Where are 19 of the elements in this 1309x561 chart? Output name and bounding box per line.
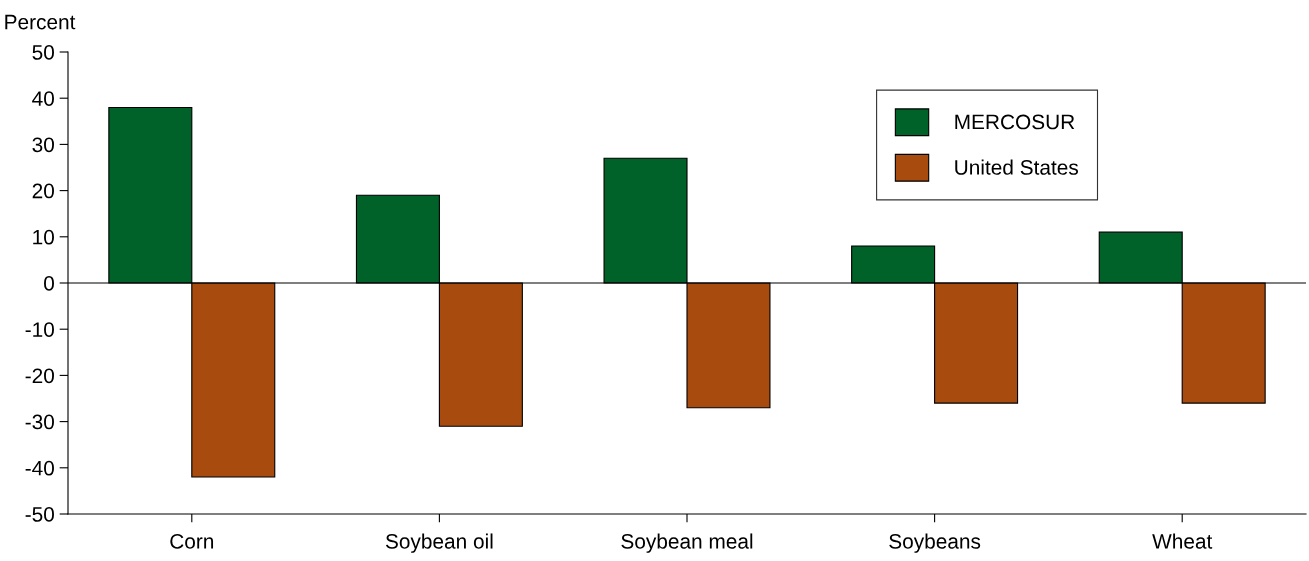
y-tick-label: 0	[44, 276, 54, 291]
legend-label: United States	[955, 159, 1079, 175]
y-tick-label: 40	[32, 91, 54, 106]
y-tick-label: 30	[32, 137, 54, 153]
y-tick-label: 10	[33, 229, 54, 245]
y-tick-label: -50	[25, 507, 54, 522]
y-axis-title: Percent	[5, 14, 76, 30]
y-tick-label: -30	[25, 414, 54, 430]
x-tick-label: Corn	[170, 533, 214, 549]
y-tick-label: 50	[32, 45, 54, 60]
y-tick-label: 20	[32, 183, 54, 199]
y-tick-label: -20	[25, 368, 54, 384]
legend-label: MERCOSUR	[955, 114, 1075, 130]
y-tick-label: -40	[25, 460, 54, 476]
y-tick-label: -10	[25, 322, 54, 337]
x-tick-label: Soybeans	[889, 533, 981, 553]
x-tick-label: Wheat	[1152, 533, 1213, 549]
x-tick-label: Soybean oil	[385, 533, 493, 553]
x-tick-label: Soybean meal	[621, 533, 753, 553]
